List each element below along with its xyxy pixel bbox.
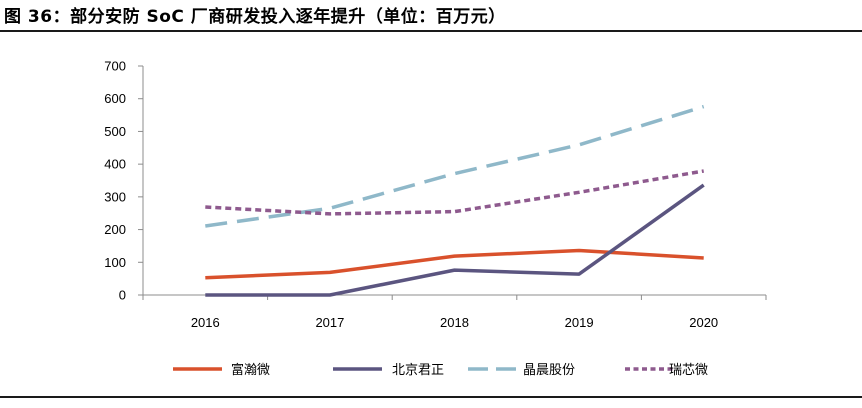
legend-label-3: 晶晨股份 — [523, 363, 575, 378]
x-tick-label: 2020 — [689, 315, 718, 330]
y-tick-label: 400 — [104, 157, 126, 172]
bottom-rule — [0, 396, 862, 398]
x-tick-label: 2017 — [315, 315, 344, 330]
series-line-2 — [205, 183, 705, 297]
series-line-3 — [205, 104, 705, 228]
top-rule — [0, 30, 862, 32]
figure-title-bar: 图 36：部分安防 SoC 厂商研发投入逐年提升（单位：百万元） — [0, 0, 862, 30]
y-tick-label: 600 — [104, 91, 126, 106]
x-tick-label: 2016 — [191, 315, 220, 330]
chart-legend: 富瀚微 北京君正 晶晨股份 瑞芯微 — [173, 362, 708, 378]
series-line-4 — [205, 169, 704, 216]
legend-label-1: 富瀚微 — [231, 362, 270, 378]
legend-label-4: 瑞芯微 — [669, 363, 708, 378]
chart-series — [205, 104, 705, 297]
y-tick-label: 300 — [104, 189, 126, 204]
y-tick-label: 200 — [104, 222, 126, 237]
figure-title: 图 36：部分安防 SoC 厂商研发投入逐年提升（单位：百万元） — [4, 7, 506, 27]
y-tick-label: 0 — [119, 288, 126, 303]
y-tick-label: 700 — [104, 59, 126, 74]
legend-label-2: 北京君正 — [392, 363, 444, 378]
y-tick-label: 500 — [104, 124, 126, 139]
x-tick-label: 2019 — [565, 315, 594, 330]
x-tick-label: 2018 — [440, 315, 469, 330]
chart-axes: 0 100 200 300 400 500 600 700 2016 2017 2018 2019 20… — [104, 59, 767, 330]
series-line-1 — [205, 248, 704, 280]
y-tick-label: 100 — [104, 255, 126, 270]
